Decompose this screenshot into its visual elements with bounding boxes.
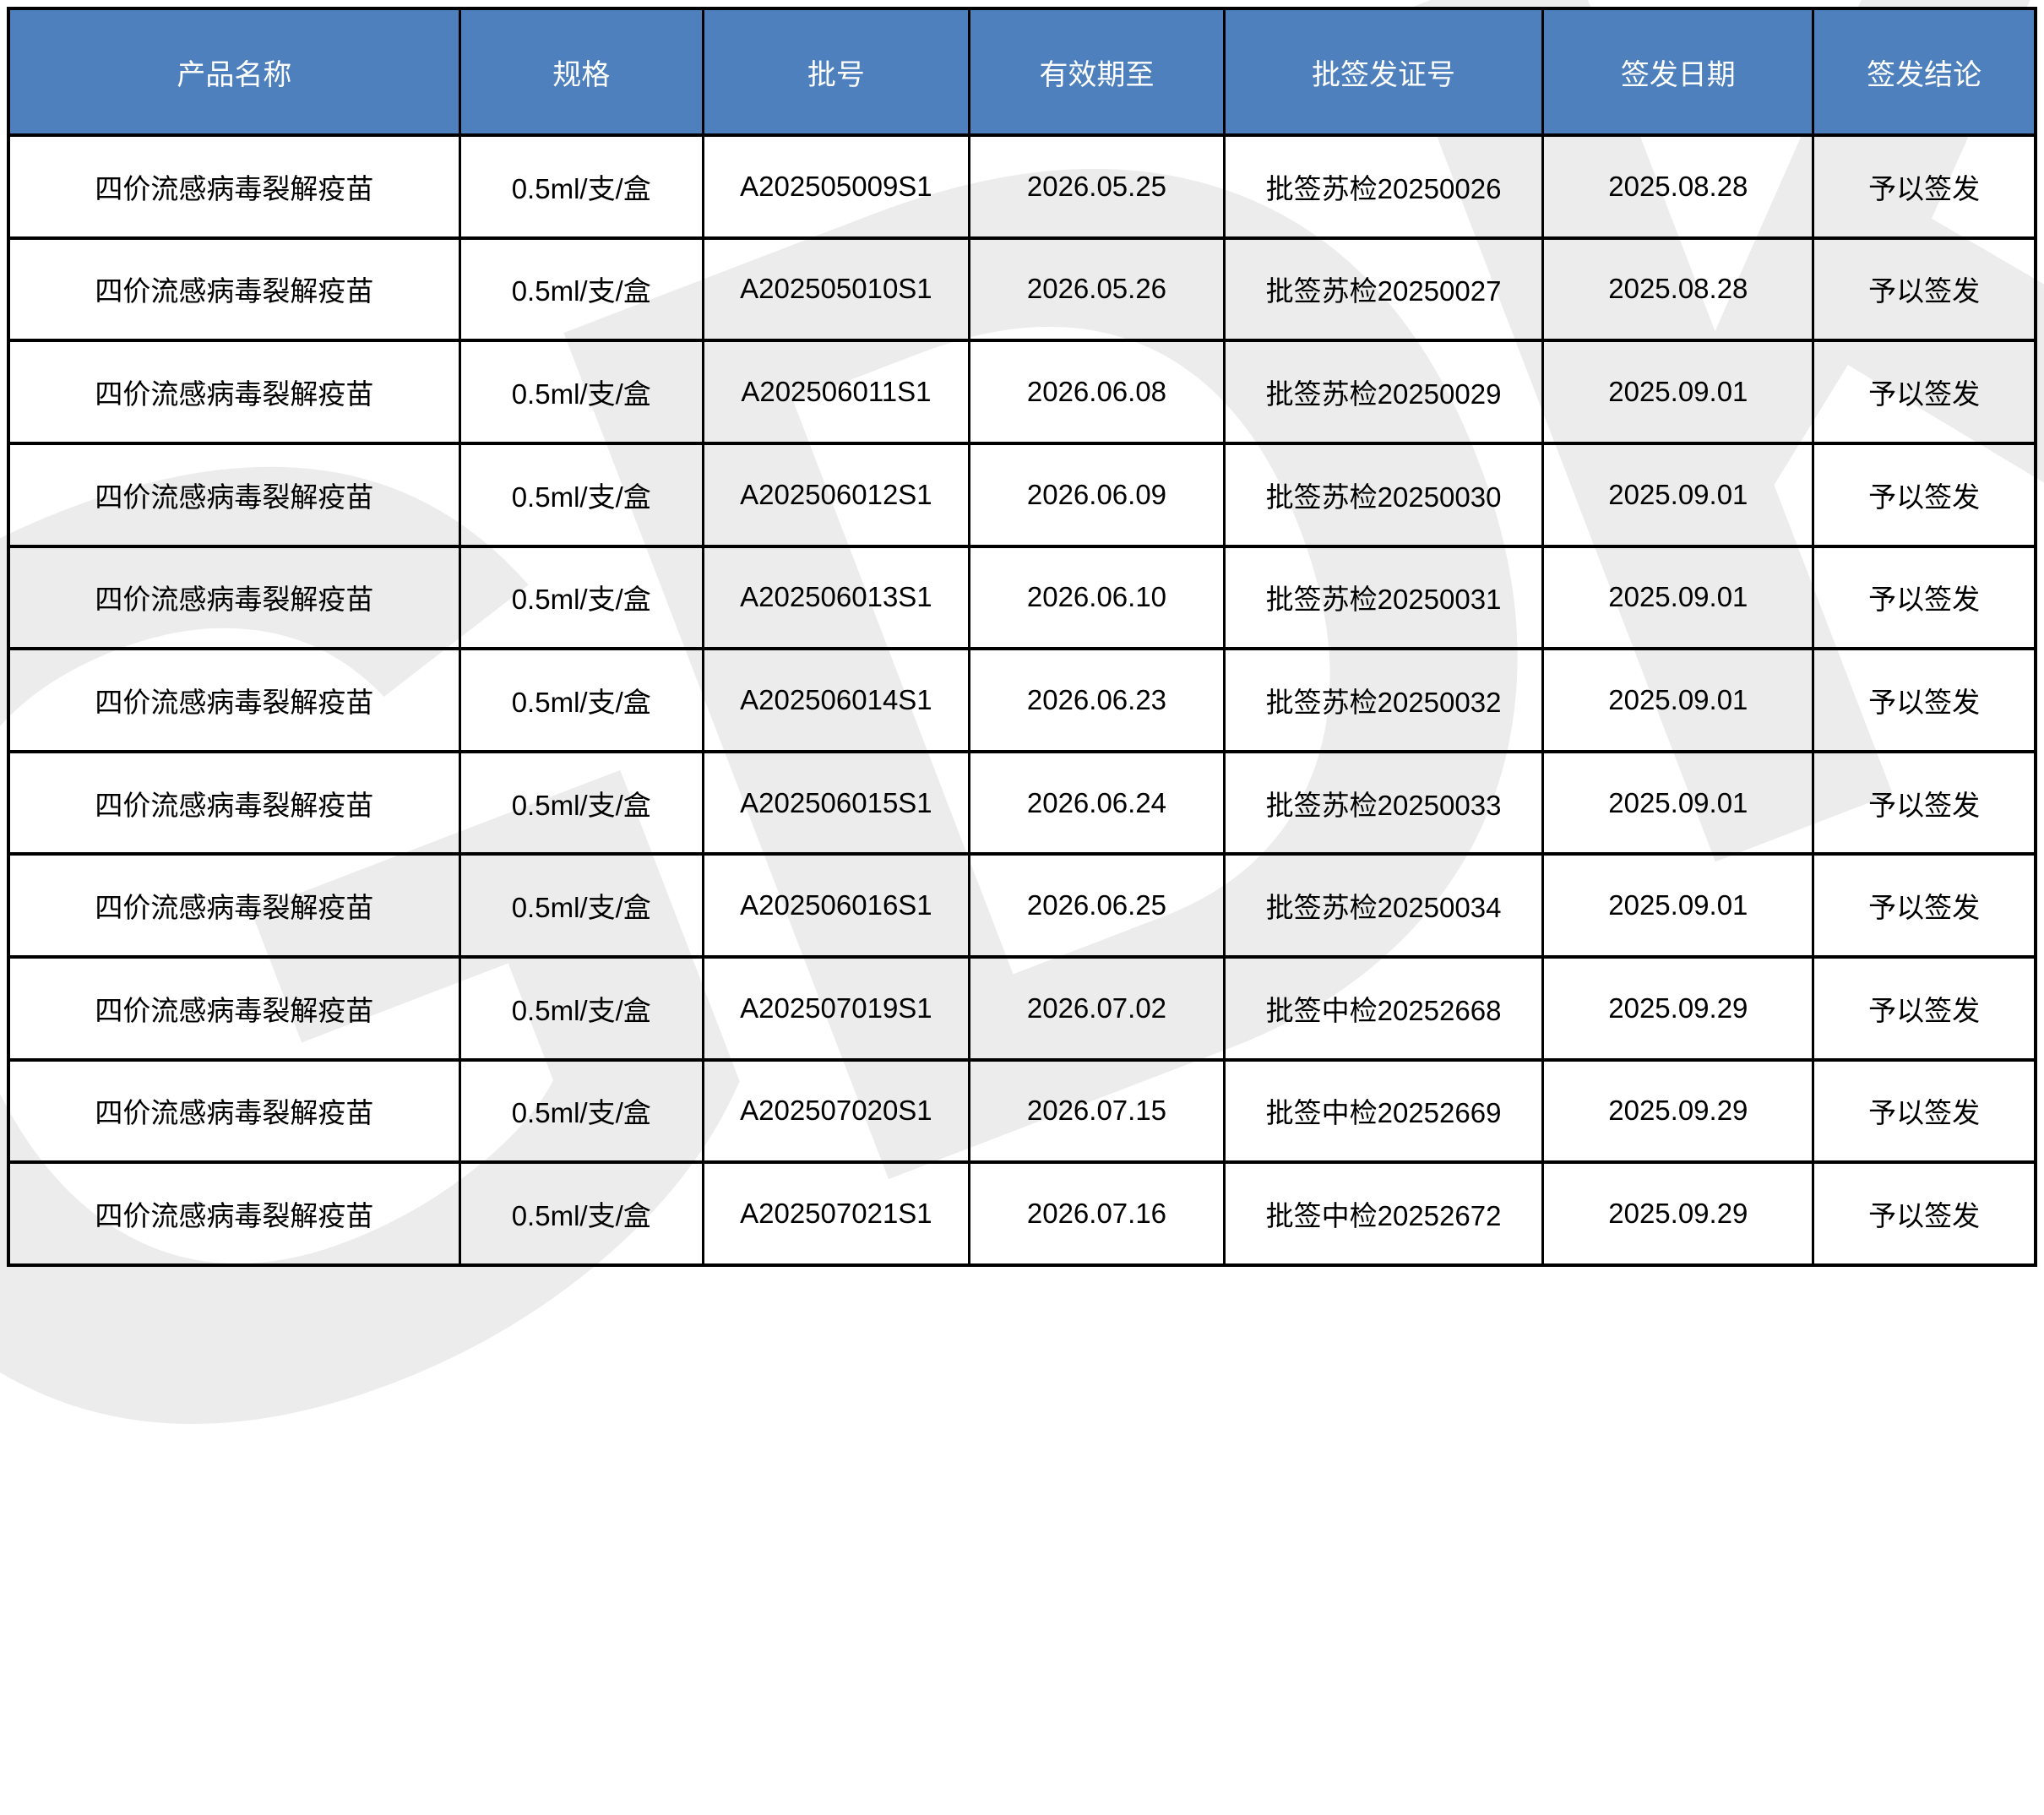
table-cell: A202506015S1 [701,749,971,856]
table-cell: A202506011S1 [701,339,971,445]
table-cell: 2026.05.25 [968,133,1226,240]
table-cell: 批签中检20252668 [1222,955,1545,1062]
table-cell: 四价流感病毒裂解疫苗 [7,955,461,1062]
table-cell: 2025.09.01 [1541,647,1815,753]
table-cell: 予以签发 [1812,544,2037,651]
table-cell: 批签苏检20250030 [1222,441,1545,548]
column-header: 签发日期 [1541,7,1815,137]
table-cell: 2026.07.16 [968,1160,1226,1267]
column-header: 有效期至 [968,7,1226,137]
table-cell: 0.5ml/支/盒 [458,1160,704,1267]
table-row: 四价流感病毒裂解疫苗 0.5ml/支/盒 A202506011S1 2026.06.0… [7,339,2037,445]
table-cell: A202507021S1 [701,1160,971,1267]
table-cell: A202506013S1 [701,544,971,651]
table-cell: A202506016S1 [701,852,971,959]
header-row: 产品名称 规格 批号 有效期至 批签发证号 签发日期 签发结论 [7,7,2037,137]
table-row: 四价流感病毒裂解疫苗 0.5ml/支/盒 A202506016S1 2026.06.2… [7,852,2037,959]
table-row: 四价流感病毒裂解疫苗 0.5ml/支/盒 A202506015S1 2026.06.2… [7,749,2037,856]
table-cell: A202506014S1 [701,647,971,753]
table-cell: 2026.07.15 [968,1057,1226,1165]
table-cell: 2026.06.25 [968,852,1226,959]
table-cell: 四价流感病毒裂解疫苗 [7,441,461,548]
table-cell: 予以签发 [1812,441,2037,548]
table-cell: 予以签发 [1812,133,2037,240]
table-cell: 予以签发 [1812,236,2037,343]
table-cell: 批签苏检20250029 [1222,339,1545,445]
column-header: 产品名称 [7,7,461,137]
table-row: 四价流感病毒裂解疫苗 0.5ml/支/盒 A202506012S1 2026.06.0… [7,441,2037,548]
table-row: 四价流感病毒裂解疫苗 0.5ml/支/盒 A202507019S1 2026.07.0… [7,955,2037,1062]
table-cell: 2025.09.01 [1541,339,1815,445]
batch-release-table: 产品名称 规格 批号 有效期至 批签发证号 签发日期 签发结论 四价流感病毒裂解疫苗 0.5m… [7,7,2037,1267]
table-cell: 批签苏检20250032 [1222,647,1545,753]
table-cell: 2026.06.24 [968,749,1226,856]
table-row: 四价流感病毒裂解疫苗 0.5ml/支/盒 A202506013S1 2026.06.1… [7,544,2037,651]
table-cell: 2025.08.28 [1541,133,1815,240]
table-cell: A202507020S1 [701,1057,971,1165]
table-cell: 0.5ml/支/盒 [458,544,704,651]
table-cell: 四价流感病毒裂解疫苗 [7,647,461,753]
table-cell: 0.5ml/支/盒 [458,955,704,1062]
table-cell: 四价流感病毒裂解疫苗 [7,1160,461,1267]
column-header: 规格 [458,7,704,137]
table-cell: 0.5ml/支/盒 [458,1057,704,1165]
table-cell: 2025.09.29 [1541,1160,1815,1267]
table-cell: 2025.09.01 [1541,749,1815,856]
column-header: 批号 [701,7,971,137]
table-cell: 0.5ml/支/盒 [458,133,704,240]
table-cell: 2025.09.29 [1541,955,1815,1062]
table-header: 产品名称 规格 批号 有效期至 批签发证号 签发日期 签发结论 [7,7,2037,137]
table-cell: 四价流感病毒裂解疫苗 [7,1057,461,1165]
table-cell: 予以签发 [1812,647,2037,753]
table-cell: 2026.06.23 [968,647,1226,753]
table-row: 四价流感病毒裂解疫苗 0.5ml/支/盒 A202505009S1 2026.05.2… [7,133,2037,240]
table-cell: 批签苏检20250027 [1222,236,1545,343]
column-header: 批签发证号 [1222,7,1545,137]
table-row: 四价流感病毒裂解疫苗 0.5ml/支/盒 A202507021S1 2026.07.1… [7,1160,2037,1267]
table-cell: 2026.07.02 [968,955,1226,1062]
table-cell: 0.5ml/支/盒 [458,852,704,959]
table-cell: A202506012S1 [701,441,971,548]
table-cell: 批签苏检20250034 [1222,852,1545,959]
table-row: 四价流感病毒裂解疫苗 0.5ml/支/盒 A202507020S1 2026.07.1… [7,1057,2037,1165]
table-cell: 2025.09.01 [1541,544,1815,651]
table-cell: A202505009S1 [701,133,971,240]
table-cell: 批签中检20252672 [1222,1160,1545,1267]
table-cell: 四价流感病毒裂解疫苗 [7,749,461,856]
table-cell: 批签苏检20250026 [1222,133,1545,240]
table-cell: 予以签发 [1812,955,2037,1062]
table-cell: 0.5ml/支/盒 [458,647,704,753]
table-cell: 予以签发 [1812,339,2037,445]
table-cell: 0.5ml/支/盒 [458,441,704,548]
table-cell: A202507019S1 [701,955,971,1062]
table-cell: 四价流感病毒裂解疫苗 [7,852,461,959]
table-cell: 2026.06.09 [968,441,1226,548]
table-cell: 2025.09.01 [1541,852,1815,959]
table-cell: 四价流感病毒裂解疫苗 [7,236,461,343]
table-body: 四价流感病毒裂解疫苗 0.5ml/支/盒 A202505009S1 2026.05.2… [7,133,2037,1267]
table-row: 四价流感病毒裂解疫苗 0.5ml/支/盒 A202506014S1 2026.06.2… [7,647,2037,753]
table-cell: 2026.06.08 [968,339,1226,445]
table-cell: 四价流感病毒裂解疫苗 [7,339,461,445]
table-cell: 批签中检20252669 [1222,1057,1545,1165]
table-cell: 予以签发 [1812,749,2037,856]
table-cell: 2026.05.26 [968,236,1226,343]
table-cell: 0.5ml/支/盒 [458,749,704,856]
table-cell: 四价流感病毒裂解疫苗 [7,133,461,240]
table-cell: 予以签发 [1812,1057,2037,1165]
table-cell: 四价流感病毒裂解疫苗 [7,544,461,651]
table-cell: 批签苏检20250031 [1222,544,1545,651]
table-cell: 2026.06.10 [968,544,1226,651]
table-cell: 0.5ml/支/盒 [458,236,704,343]
table-cell: 批签苏检20250033 [1222,749,1545,856]
table-cell: 2025.09.29 [1541,1057,1815,1165]
table-cell: 予以签发 [1812,1160,2037,1267]
table-cell: 2025.08.28 [1541,236,1815,343]
table-row: 四价流感病毒裂解疫苗 0.5ml/支/盒 A202505010S1 2026.05.2… [7,236,2037,343]
table-cell: 予以签发 [1812,852,2037,959]
table-cell: 0.5ml/支/盒 [458,339,704,445]
table-cell: A202505010S1 [701,236,971,343]
column-header: 签发结论 [1812,7,2037,137]
table-cell: 2025.09.01 [1541,441,1815,548]
